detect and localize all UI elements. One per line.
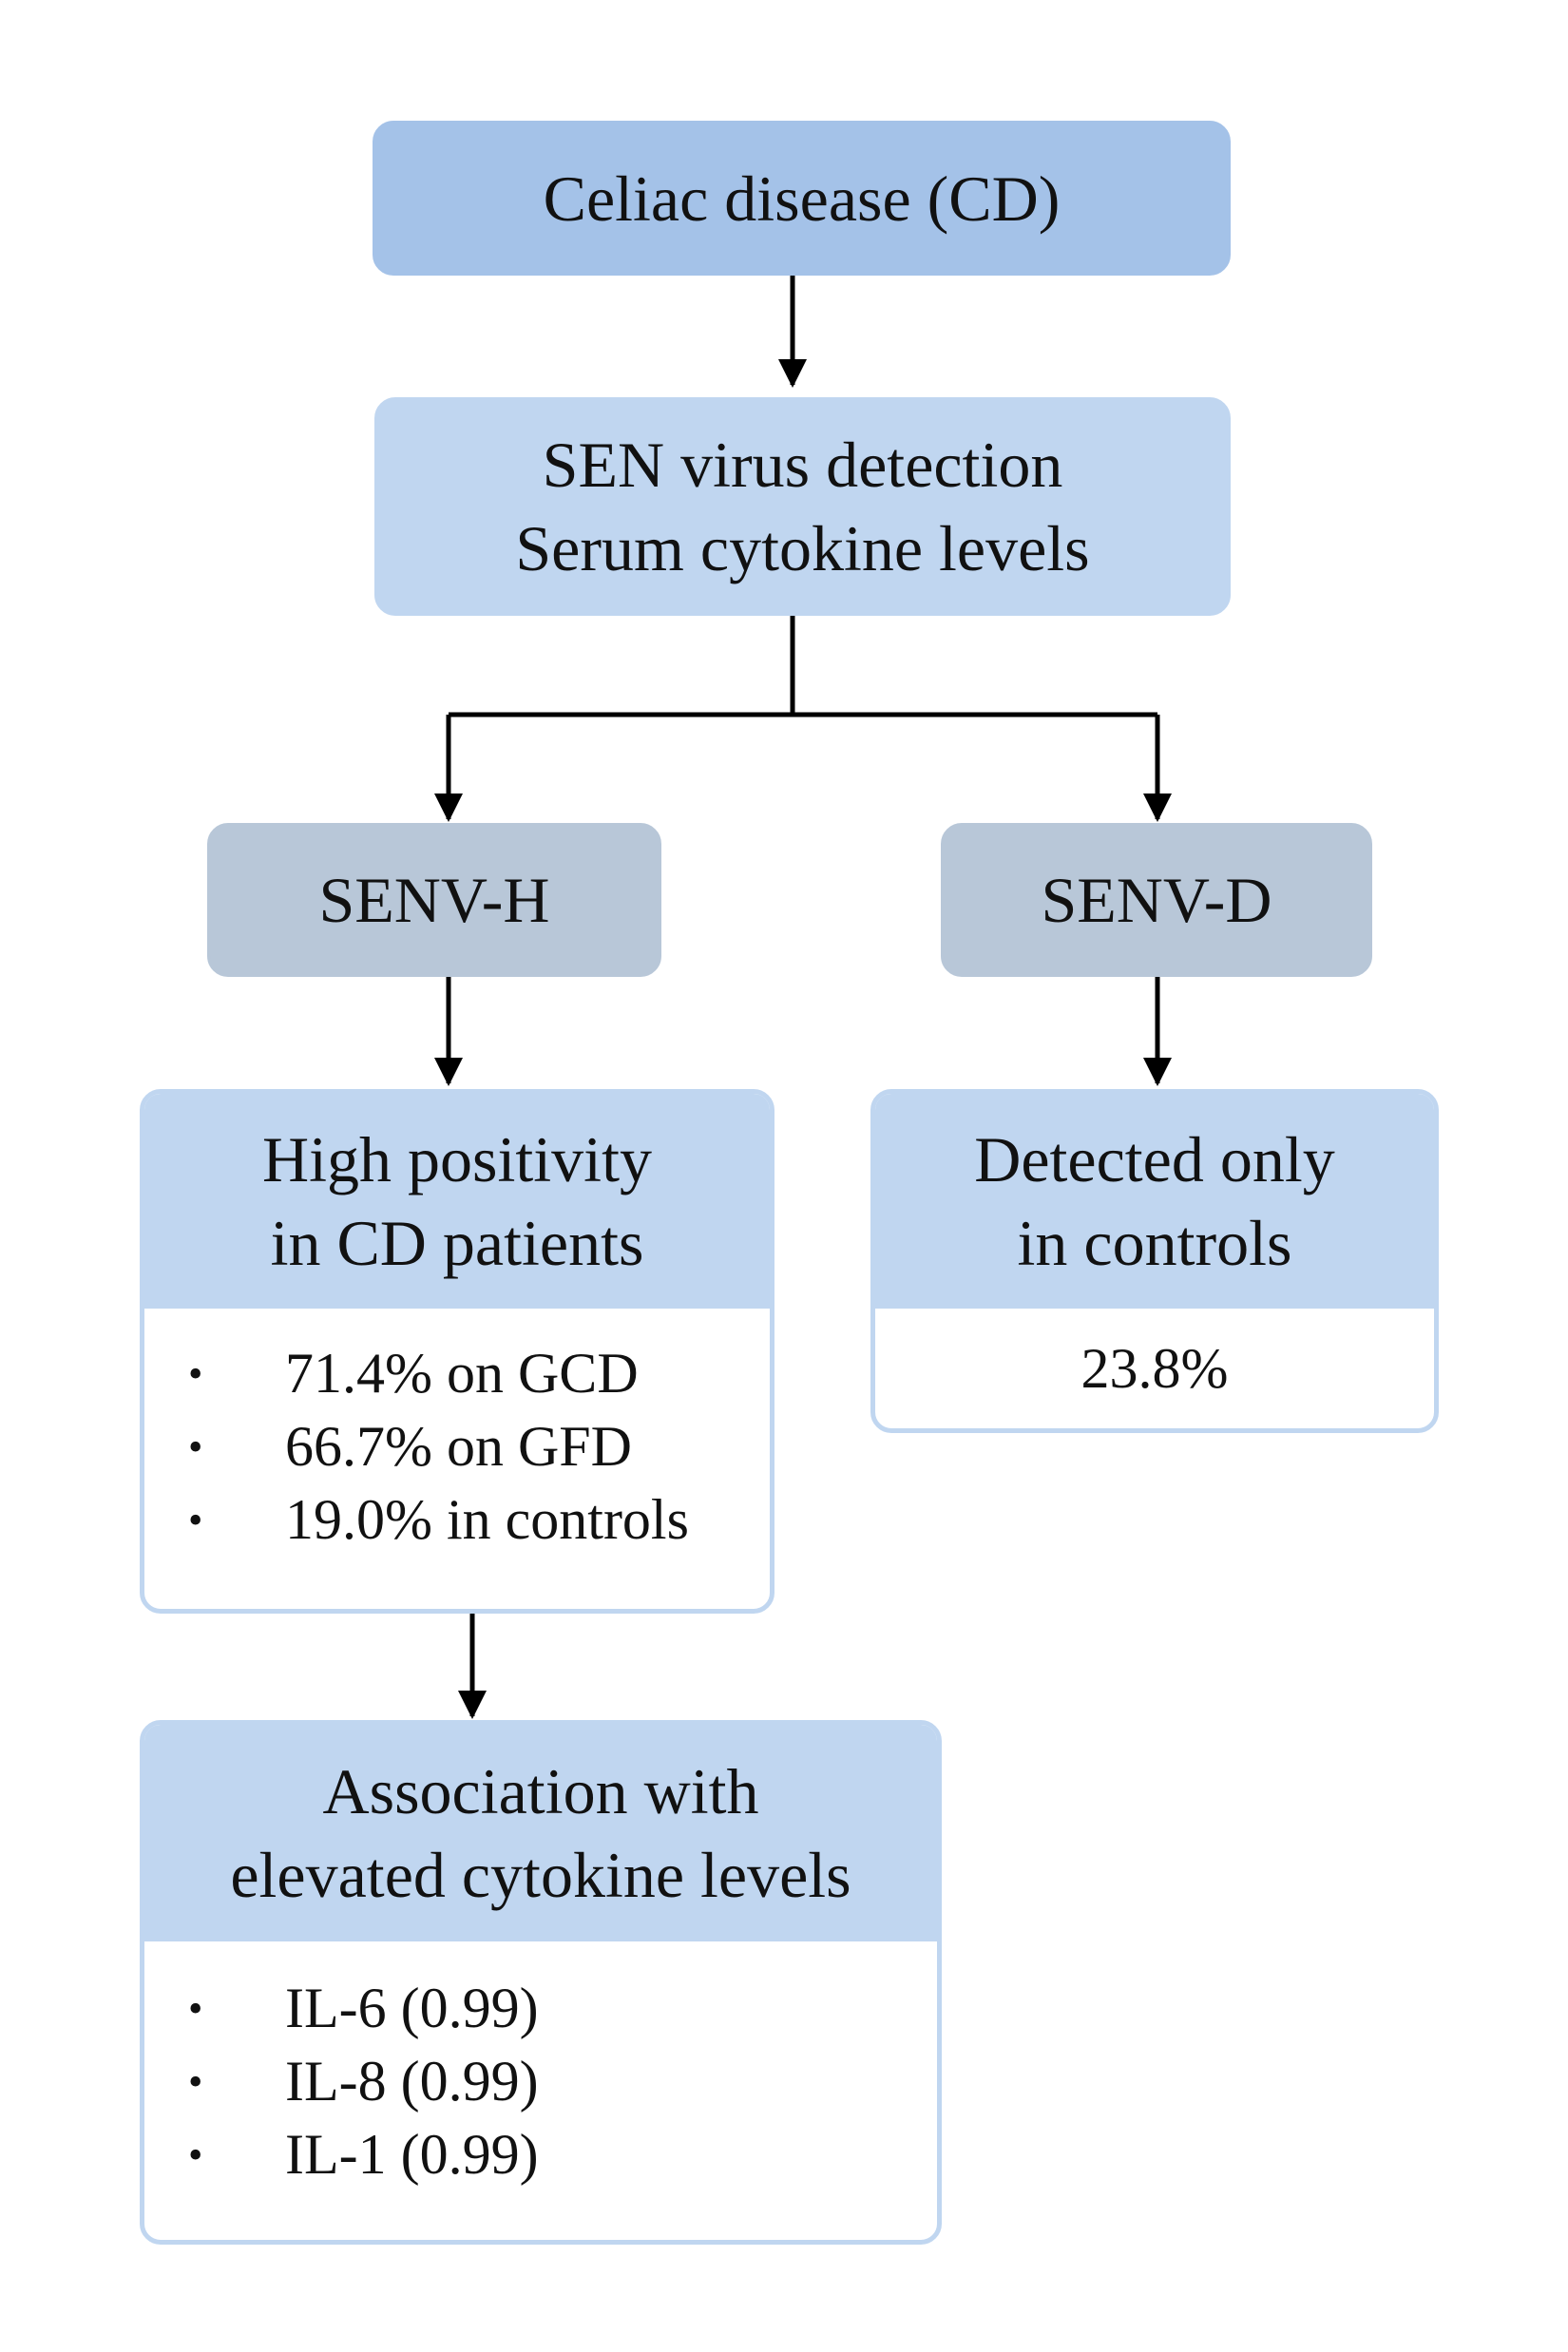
list-item-text: 66.7% on GFD xyxy=(285,1415,633,1478)
node-celiac-disease: Celiac disease (CD) xyxy=(373,121,1231,276)
node-detected-in-controls-title-2: in controls xyxy=(1017,1207,1292,1279)
controls-percentage: 23.8% xyxy=(1080,1337,1229,1400)
positivity-list: • 71.4% on GCD • 66.7% on GFD • 19.0% in co… xyxy=(188,1337,770,1557)
node-detection-line-1: SEN virus detection xyxy=(542,429,1063,501)
node-detection: SEN virus detection Serum cytokine level… xyxy=(374,397,1231,616)
node-association-title-2: elevated cytokine levels xyxy=(230,1839,851,1911)
node-senv-d-label: SENV-D xyxy=(1041,864,1272,936)
node-detected-in-controls-title-1: Detected only xyxy=(974,1123,1335,1195)
list-item: • 71.4% on GCD xyxy=(188,1337,770,1410)
bullet-icon: • xyxy=(188,1350,203,1397)
list-item-text: 71.4% on GCD xyxy=(285,1342,639,1405)
node-senv-d: SENV-D xyxy=(941,823,1372,977)
bullet-icon: • xyxy=(188,2132,203,2178)
node-association: Association with elevated cytokine level… xyxy=(140,1720,942,2245)
node-senv-h: SENV-H xyxy=(207,823,661,977)
bullet-icon: • xyxy=(188,1424,203,1470)
list-item-text: IL-1 (0.99) xyxy=(285,2123,539,2186)
list-item-text: IL-8 (0.99) xyxy=(285,2050,539,2113)
node-detected-in-controls-header: Detected only in controls xyxy=(875,1094,1434,1309)
list-item: • IL-8 (0.99) xyxy=(188,2045,937,2118)
node-association-body: • IL-6 (0.99) • IL-8 (0.99) • IL-1 (0.99) xyxy=(144,1941,937,2191)
node-detection-line-2: Serum cytokine levels xyxy=(515,512,1090,584)
list-item-text: 19.0% in controls xyxy=(285,1488,689,1551)
node-high-positivity-header: High positivity in CD patients xyxy=(144,1094,770,1309)
node-association-title-1: Association with xyxy=(322,1755,759,1827)
node-detected-in-controls-body: 23.8% xyxy=(875,1309,1434,1405)
list-item-text: IL-6 (0.99) xyxy=(285,1977,539,2039)
list-item: • IL-1 (0.99) xyxy=(188,2118,937,2191)
node-celiac-disease-label: Celiac disease (CD) xyxy=(543,162,1061,235)
node-association-header: Association with elevated cytokine level… xyxy=(144,1725,937,1941)
cytokine-list: • IL-6 (0.99) • IL-8 (0.99) • IL-1 (0.99) xyxy=(188,1972,937,2191)
node-high-positivity-title-2: in CD patients xyxy=(270,1207,644,1279)
list-item: • 66.7% on GFD xyxy=(188,1410,770,1483)
node-high-positivity: High positivity in CD patients • 71.4% on… xyxy=(140,1089,774,1614)
bullet-icon: • xyxy=(188,1985,203,2032)
list-item: • 19.0% in controls xyxy=(188,1483,770,1557)
node-high-positivity-title-1: High positivity xyxy=(262,1123,652,1195)
node-detected-in-controls: Detected only in controls 23.8% xyxy=(870,1089,1439,1433)
bullet-icon: • xyxy=(188,2058,203,2105)
bullet-icon: • xyxy=(188,1497,203,1543)
list-item: • IL-6 (0.99) xyxy=(188,1972,937,2045)
node-senv-h-label: SENV-H xyxy=(318,864,550,936)
node-high-positivity-body: • 71.4% on GCD • 66.7% on GFD • 19.0% in co… xyxy=(144,1309,770,1557)
